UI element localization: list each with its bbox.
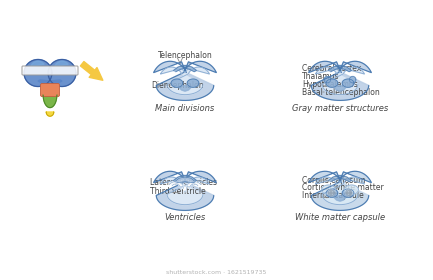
Polygon shape [326, 79, 338, 87]
Polygon shape [48, 60, 76, 87]
Polygon shape [316, 177, 365, 205]
Polygon shape [342, 79, 354, 87]
Polygon shape [46, 112, 54, 116]
Polygon shape [43, 95, 57, 108]
Polygon shape [329, 65, 352, 72]
Polygon shape [342, 189, 354, 197]
Text: Cerebral cortex: Cerebral cortex [302, 64, 361, 73]
Text: Cortical white matter: Cortical white matter [302, 183, 384, 193]
FancyBboxPatch shape [41, 83, 59, 97]
Polygon shape [161, 67, 210, 95]
Text: Telencephalon: Telencephalon [158, 51, 212, 60]
Polygon shape [345, 185, 359, 194]
Polygon shape [187, 182, 201, 187]
Polygon shape [154, 171, 216, 210]
Polygon shape [174, 177, 195, 183]
Polygon shape [346, 190, 352, 196]
Polygon shape [309, 171, 372, 210]
Polygon shape [183, 185, 187, 192]
Text: shutterstock.com · 1621519735: shutterstock.com · 1621519735 [166, 269, 266, 274]
Text: Third ventricle: Third ventricle [150, 186, 206, 195]
Polygon shape [171, 79, 183, 87]
Text: Basal telencephalon: Basal telencephalon [302, 88, 380, 97]
Text: Diencephalon: Diencephalon [151, 81, 204, 90]
Polygon shape [334, 195, 346, 201]
Polygon shape [329, 190, 334, 196]
Polygon shape [38, 80, 62, 84]
Polygon shape [154, 61, 216, 101]
Text: Main divisions: Main divisions [155, 104, 215, 113]
Polygon shape [174, 65, 197, 72]
Polygon shape [309, 61, 372, 101]
Polygon shape [174, 175, 197, 182]
Text: Internal capsule: Internal capsule [302, 192, 364, 200]
Text: White matter capsule: White matter capsule [295, 214, 385, 223]
Polygon shape [24, 60, 52, 87]
Text: Thalamus: Thalamus [302, 71, 339, 81]
FancyBboxPatch shape [22, 66, 78, 75]
Polygon shape [55, 61, 68, 67]
FancyArrowPatch shape [81, 62, 103, 80]
Polygon shape [324, 76, 330, 83]
Text: Hypothalamus: Hypothalamus [302, 80, 358, 88]
Polygon shape [179, 85, 191, 91]
Polygon shape [161, 177, 210, 205]
Polygon shape [326, 189, 338, 197]
Polygon shape [169, 182, 184, 187]
Text: Ventricles: Ventricles [165, 214, 206, 223]
Polygon shape [322, 185, 335, 194]
Polygon shape [349, 76, 356, 83]
Polygon shape [187, 79, 199, 87]
Text: Gray matter structures: Gray matter structures [292, 104, 388, 113]
Polygon shape [316, 67, 365, 95]
Text: Lateral ventricles: Lateral ventricles [150, 178, 217, 186]
Polygon shape [31, 61, 44, 67]
Polygon shape [334, 85, 346, 91]
Text: Corpus callosum: Corpus callosum [302, 176, 365, 185]
Polygon shape [329, 175, 352, 182]
